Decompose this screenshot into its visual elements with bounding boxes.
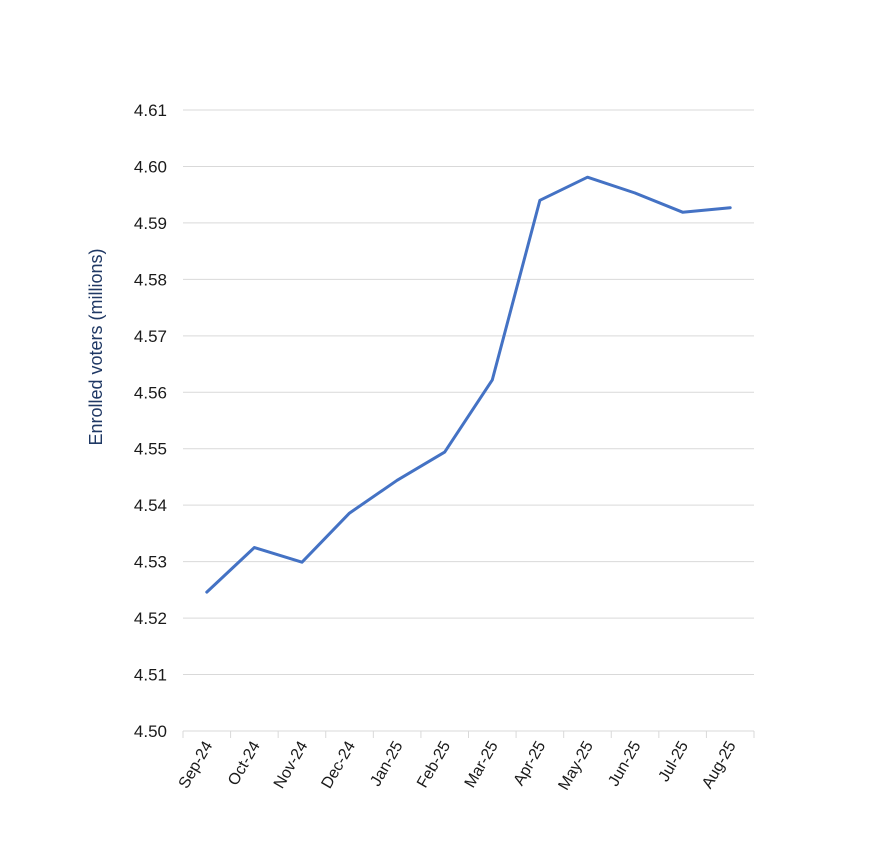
y-tick-label: 4.52 [134,609,167,628]
x-tick-label: Sep-24 [176,738,217,791]
y-axis-tick-labels: 4.50 4.51 4.52 4.53 4.54 4.55 4.56 4.57 4.58 4.59… [134,101,167,741]
x-axis-tick-labels: Sep-24 Oct-24 Nov-24 Dec-24 Jan-25 Feb-25 Mar-… [176,738,740,793]
y-tick-label: 4.59 [134,214,167,233]
data-point [300,561,304,564]
x-tick-label: Aug-25 [699,738,740,791]
x-tick-label: Nov-24 [271,738,312,791]
y-tick-label: 4.55 [134,440,167,459]
y-tick-label: 4.51 [134,666,167,685]
data-point [633,191,637,195]
y-tick-label: 4.50 [134,722,167,741]
x-tick-label: Mar-25 [462,738,502,790]
y-tick-label: 4.54 [134,496,167,515]
y-tick-label: 4.53 [134,553,167,572]
series-layer [205,175,732,594]
data-point [729,206,732,209]
data-point [681,210,684,214]
data-point [253,546,256,549]
data-point [491,378,494,382]
x-tick-label: Dec-24 [318,738,359,791]
x-tick-label: Oct-24 [225,738,264,788]
x-axis [182,730,755,738]
x-tick-label: Feb-25 [414,738,454,790]
x-tick-label: Jan-25 [367,738,406,789]
x-tick-label: May-25 [556,738,597,793]
data-point [395,479,399,482]
data-point [205,590,208,594]
y-tick-label: 4.60 [134,157,167,176]
y-tick-label: 4.58 [134,270,167,289]
x-tick-label: Jul-25 [656,738,693,784]
y-tick-label: 4.61 [134,101,167,120]
x-tick-label: Jun-25 [605,738,644,789]
y-axis-title: Enrolled voters (millions) [86,248,106,445]
data-point [586,175,589,179]
y-tick-label: 4.56 [134,383,167,402]
x-tick-label: Apr-25 [511,738,550,788]
data-point [348,511,351,515]
gridlines [183,109,754,676]
data-point [443,450,446,454]
data-point [538,199,542,202]
series-line [205,175,732,594]
y-tick-label: 4.57 [134,327,167,346]
